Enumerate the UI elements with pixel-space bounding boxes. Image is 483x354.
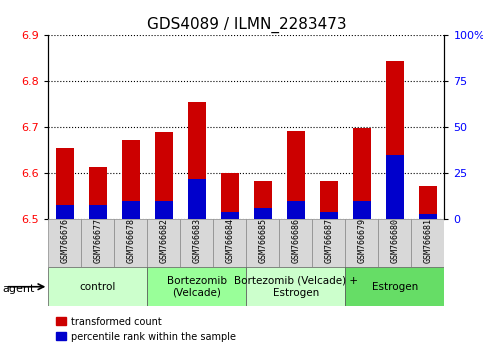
Bar (155, 201, 173, 219)
Bar (81, 219, 114, 267)
Legend: transformed count, percentile rank within the sample: transformed count, percentile rank withi… (52, 313, 240, 346)
Bar (56, 205, 74, 219)
Bar (386, 155, 404, 219)
Bar (279, 219, 313, 267)
Text: GSM766682: GSM766682 (159, 218, 168, 263)
Bar (320, 212, 338, 219)
Bar (180, 219, 213, 267)
Text: GSM766680: GSM766680 (390, 218, 399, 263)
Bar (155, 132, 173, 219)
Bar (122, 140, 140, 219)
Bar (56, 148, 74, 219)
Text: GSM766676: GSM766676 (60, 218, 69, 263)
Bar (221, 173, 239, 219)
Bar (345, 219, 378, 267)
Bar (246, 267, 345, 306)
Bar (122, 201, 140, 219)
Bar (221, 212, 239, 219)
Text: GSM766687: GSM766687 (325, 218, 333, 263)
Bar (89, 205, 107, 219)
Bar (188, 102, 206, 219)
Bar (419, 214, 437, 219)
Text: Bortezomib
(Velcade): Bortezomib (Velcade) (167, 276, 227, 298)
Bar (419, 186, 437, 219)
Text: Bortezomib (Velcade) +
Estrogen: Bortezomib (Velcade) + Estrogen (234, 276, 358, 298)
Text: GSM766684: GSM766684 (226, 218, 234, 263)
Bar (114, 219, 147, 267)
Bar (320, 181, 338, 219)
Bar (313, 219, 345, 267)
Text: GSM766681: GSM766681 (424, 218, 432, 263)
Bar (254, 209, 272, 219)
Bar (147, 267, 246, 306)
Bar (353, 201, 371, 219)
Bar (287, 131, 305, 219)
Title: GDS4089 / ILMN_2283473: GDS4089 / ILMN_2283473 (146, 16, 346, 33)
Text: GSM766686: GSM766686 (291, 218, 300, 263)
Text: agent: agent (2, 284, 35, 293)
Text: Estrogen: Estrogen (372, 282, 418, 292)
Bar (386, 61, 404, 219)
Bar (147, 219, 180, 267)
Bar (246, 219, 279, 267)
Text: GSM766678: GSM766678 (127, 218, 135, 263)
Bar (254, 181, 272, 219)
Bar (345, 267, 444, 306)
Bar (213, 219, 246, 267)
Bar (89, 167, 107, 219)
Text: control: control (80, 282, 116, 292)
Bar (48, 267, 147, 306)
Text: GSM766679: GSM766679 (357, 218, 366, 263)
Bar (353, 129, 371, 219)
Bar (188, 179, 206, 219)
Bar (287, 201, 305, 219)
Text: GSM766685: GSM766685 (258, 218, 267, 263)
Bar (412, 219, 444, 267)
Text: GSM766677: GSM766677 (93, 218, 102, 263)
Text: GSM766683: GSM766683 (192, 218, 201, 263)
Bar (48, 219, 81, 267)
Bar (378, 219, 412, 267)
